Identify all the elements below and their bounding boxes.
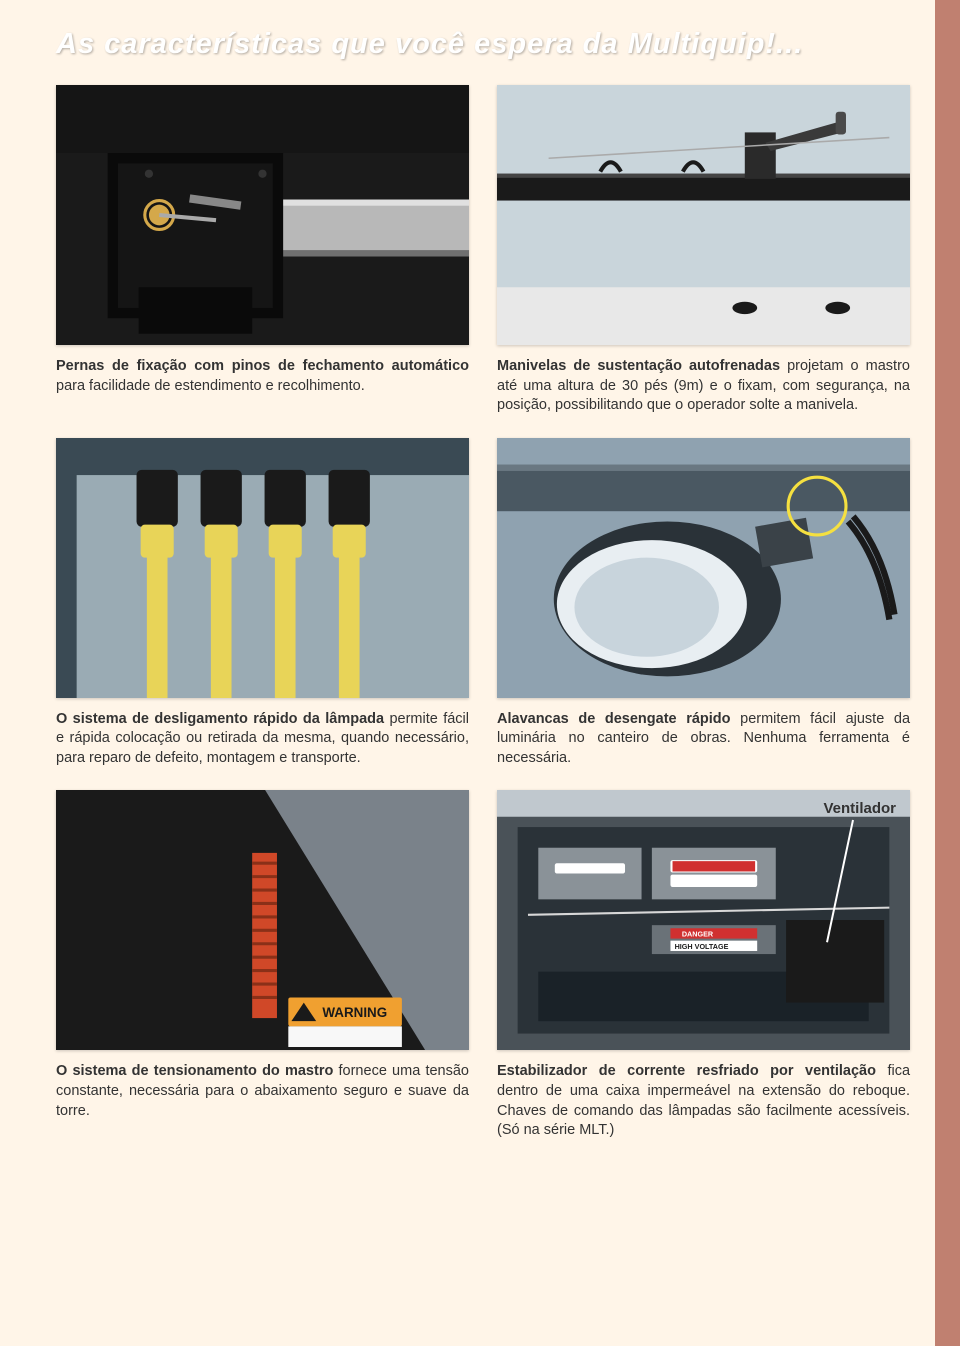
feature-image — [56, 438, 469, 698]
svg-text:DANGER: DANGER — [682, 930, 714, 939]
caption-bold: O sistema de tensionamento do mastro — [56, 1063, 333, 1079]
illustration-winch-crank — [497, 85, 910, 345]
illustration-light-fixture — [497, 438, 910, 698]
feature-row: O sistema de desligamento rápido da lâmp… — [56, 438, 910, 769]
feature-caption: O sistema de desligamento rápido da lâmp… — [56, 710, 469, 769]
feature-image — [56, 85, 469, 345]
svg-text:HIGH VOLTAGE: HIGH VOLTAGE — [675, 942, 729, 951]
caption-bold: Alavancas de desengate rápido — [497, 711, 731, 727]
illustration-electrical-box: DANGER HIGH VOLTAGE — [497, 790, 910, 1050]
feature-caption: Pernas de fixação com pinos de fechament… — [56, 357, 469, 396]
feature-cell: Ventilador — [497, 790, 910, 1140]
feature-cell: Pernas de fixação com pinos de fechament… — [56, 85, 469, 416]
feature-cell: O sistema de desligamento rápido da lâmp… — [56, 438, 469, 769]
illustration-yellow-connectors — [56, 438, 469, 698]
caption-bold: Estabilizador de corrente resfriado por … — [497, 1063, 876, 1079]
content-area: As características que você espera da Mu… — [0, 0, 960, 1346]
feature-caption: Estabilizador de corrente resfriado por … — [497, 1062, 910, 1140]
feature-caption: O sistema de tensionamento do mastro for… — [56, 1062, 469, 1121]
feature-cell: Manivelas de sustentação autofrenadas pr… — [497, 85, 910, 416]
svg-text:WARNING: WARNING — [322, 1005, 387, 1020]
feature-cell: WARNING O sistema de tensionamento do ma… — [56, 790, 469, 1140]
illustration-spring-tensioner: WARNING — [56, 790, 469, 1050]
feature-image — [497, 438, 910, 698]
page-frame: As características que você espera da Mu… — [0, 0, 960, 1346]
caption-bold: O sistema de desligamento rápido da lâmp… — [56, 711, 384, 727]
feature-caption: Alavancas de desengate rápido permitem f… — [497, 710, 910, 769]
caption-bold: Pernas de fixação com pinos de fechament… — [56, 358, 469, 374]
feature-caption: Manivelas de sustentação autofrenadas pr… — [497, 357, 910, 416]
caption-text: para facilidade de estendimento e recolh… — [56, 378, 365, 394]
feature-grid: Pernas de fixação com pinos de fechament… — [56, 85, 910, 1141]
page-title: As características que você espera da Mu… — [56, 28, 910, 61]
feature-row: WARNING O sistema de tensionamento do ma… — [56, 790, 910, 1140]
feature-cell: Alavancas de desengate rápido permitem f… — [497, 438, 910, 769]
feature-image: Ventilador — [497, 790, 910, 1050]
feature-image — [497, 85, 910, 345]
feature-image: WARNING — [56, 790, 469, 1050]
feature-row: Pernas de fixação com pinos de fechament… — [56, 85, 910, 416]
ventilador-label: Ventilador — [823, 800, 896, 817]
illustration-bracket-pin — [56, 85, 469, 345]
caption-bold: Manivelas de sustentação autofrenadas — [497, 358, 780, 374]
